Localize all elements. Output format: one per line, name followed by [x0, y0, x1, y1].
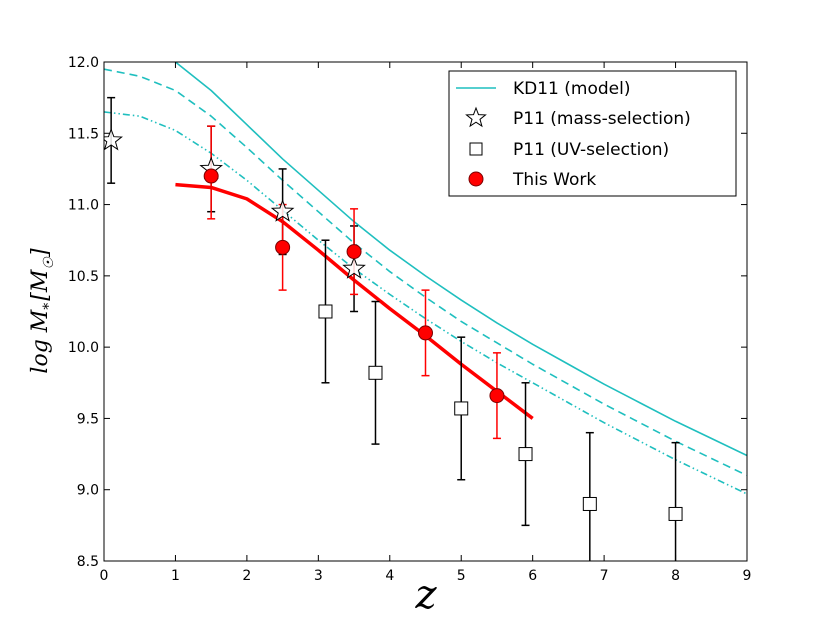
series-line-1	[104, 68, 747, 477]
axes-layer: 0 1 2 3 4 5 6 7 8 9 8.5 9.0 9.5 10.0 10.5 11.0 11.5 12.0	[68, 55, 752, 584]
y-axis-label-unit-sub: ☉	[41, 256, 57, 270]
circle-marker	[489, 388, 505, 404]
y-tick-label: 9.0	[77, 483, 99, 499]
y-tick-label: 11.5	[68, 126, 99, 142]
legend-p11-uv-label: P11 (UV-selection)	[513, 140, 669, 160]
legend-box	[448, 70, 737, 197]
y-tick-label: 11.0	[68, 198, 99, 214]
y-tick-label: 12.0	[68, 55, 99, 71]
star-marker	[104, 127, 123, 151]
y-axis-label-main: log M	[28, 309, 53, 373]
axis-labels: z log M* [M☉]	[28, 248, 437, 618]
x-tick-label: 3	[314, 568, 323, 584]
x-tick-label: 0	[100, 568, 109, 584]
circle-marker	[346, 244, 362, 260]
circle-marker	[275, 239, 291, 255]
legend-p11-mass-label: P11 (mass-selection)	[513, 109, 691, 129]
x-tick-label: 1	[171, 568, 180, 584]
x-tick-label: 8	[671, 568, 680, 584]
x-tick-label: 9	[743, 568, 752, 584]
y-tick-label: 10.5	[68, 269, 99, 285]
x-tick-label: 6	[528, 568, 537, 584]
circle-marker	[203, 168, 219, 184]
square-marker	[318, 304, 333, 319]
x-tick-label: 7	[600, 568, 609, 584]
square-marker	[454, 401, 469, 416]
y-tick-label: 8.5	[77, 554, 99, 570]
y-axis-label-unit-close: ]	[28, 248, 53, 258]
y-axis-label: log M* [M☉]	[28, 248, 57, 374]
square-marker	[582, 496, 597, 511]
star-marker	[342, 256, 366, 279]
y-tick-label: 9.5	[77, 411, 99, 427]
legend-square-icon	[469, 142, 483, 156]
series-layer	[104, 62, 747, 561]
legend-kd11-label: KD11 (model)	[513, 79, 630, 99]
legend-this-work-label: This Work	[512, 170, 596, 190]
square-marker	[518, 447, 533, 462]
square-marker	[668, 506, 683, 521]
y-axis-label-subscript: *	[41, 303, 57, 310]
circle-marker	[418, 325, 433, 341]
series-line-0	[174, 62, 747, 457]
y-axis-label-unit: [M	[28, 269, 53, 301]
x-tick-label: 4	[385, 568, 394, 584]
legend-circle-icon	[468, 171, 484, 187]
square-marker	[368, 365, 383, 380]
x-axis-label: z	[414, 572, 437, 618]
x-tick-label: 2	[242, 568, 251, 584]
plot-frame	[103, 61, 748, 562]
legend: KD11 (model) P11 (mass-selection) P11 (U…	[448, 70, 737, 197]
x-tick-label: 5	[457, 568, 466, 584]
legend-star-icon	[465, 106, 487, 128]
star-marker	[270, 199, 295, 222]
y-tick-label: 10.0	[68, 340, 99, 356]
